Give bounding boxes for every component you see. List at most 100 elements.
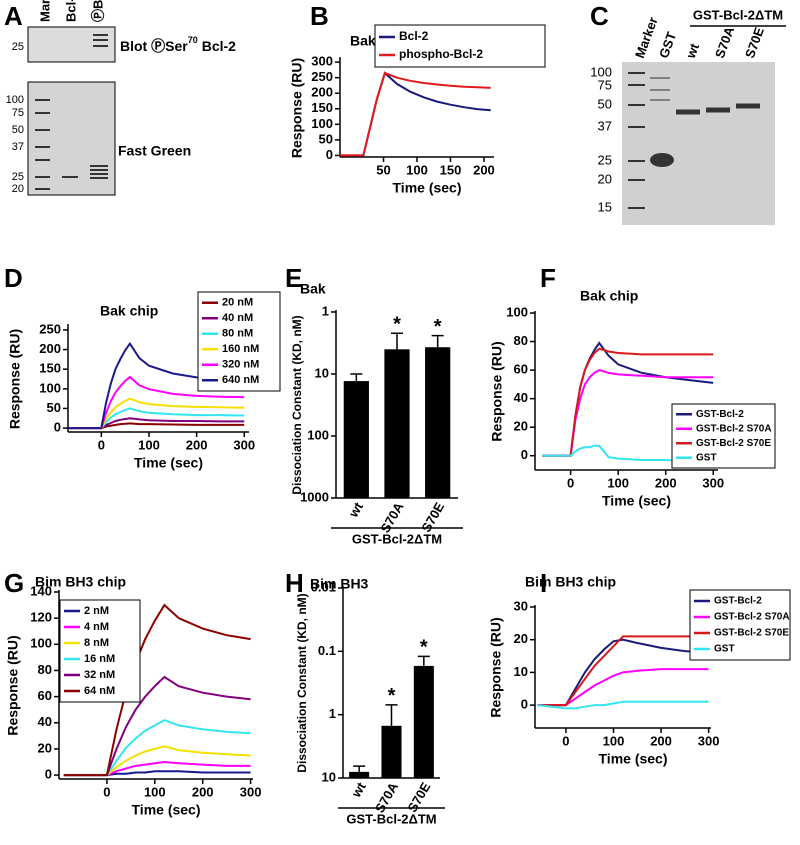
bar — [343, 381, 369, 498]
y-tick-label: 140 — [30, 583, 52, 598]
y-tick-label: 80 — [514, 333, 528, 348]
marker-label: 25 — [12, 171, 24, 183]
blot-label-tail: Bcl-2 — [202, 38, 236, 54]
panel-letter: B — [310, 1, 329, 31]
x-tick-label: 300 — [240, 784, 262, 799]
y-axis-label: Dissociation Constant (KD, nM) — [295, 593, 309, 772]
legend-label: 16 nM — [84, 653, 115, 665]
legend-box — [197, 291, 281, 392]
y-tick-label: 1 — [322, 303, 329, 318]
y-tick-label: 0 — [54, 420, 61, 435]
significance-mark: * — [393, 314, 401, 336]
lane-label: S70E — [742, 25, 767, 60]
legend-label: GST-Bcl-2 S70E — [696, 438, 771, 449]
bands — [35, 34, 108, 190]
legend-label: GST — [696, 452, 717, 463]
x-axis-label: GST-Bcl-2ΔTM — [352, 531, 442, 546]
x-tick-label: 0 — [103, 784, 110, 799]
series-line — [63, 603, 251, 777]
series-line — [63, 675, 251, 777]
series-line — [537, 635, 709, 707]
lane-label: Bcl-2 — [63, 0, 78, 22]
y-tick-label: 60 — [514, 362, 528, 377]
series-line — [63, 719, 251, 777]
legend-label: 2 nM — [84, 605, 109, 617]
y-tick-label: 100 — [506, 304, 528, 319]
marker-label: 75 — [598, 77, 612, 92]
panel-line: G Bim BH3 chip Response (RU) 0 20 40 60 80 100 12… — [4, 568, 261, 818]
series-line — [68, 397, 245, 430]
y-tick-label: 40 — [514, 390, 528, 405]
x-axis-label: Time (sec) — [132, 802, 201, 818]
y-tick-label: 60 — [38, 688, 52, 703]
x-tick-label: 200 — [473, 162, 495, 177]
legend-box — [59, 599, 141, 703]
legend-label: GST-Bcl-2 S70E — [714, 628, 789, 639]
x-tick-label: 100 — [138, 437, 160, 452]
y-tick-label: 0 — [521, 447, 528, 462]
y-tick-label: 10 — [322, 769, 336, 784]
panel-letter: D — [4, 263, 23, 293]
blot-label: Blot ⓅSer70 Bcl-2 — [120, 35, 236, 53]
marker-label: 20 — [598, 171, 612, 186]
error-bar — [350, 373, 363, 382]
panel-letter: E — [285, 263, 302, 293]
y-tick-label: 20 — [514, 419, 528, 434]
marker-label: 25 — [598, 152, 612, 167]
group-label: GST-Bcl-2ΔTM — [693, 7, 783, 22]
y-tick-label: 80 — [38, 662, 52, 677]
y-axis-label: Response (RU) — [289, 58, 305, 158]
legend-label: GST-Bcl-2 S70A — [696, 423, 772, 434]
y-axis-label: Response (RU) — [488, 617, 504, 717]
lane-label: S70A — [712, 24, 737, 60]
y-tick-label: 20 — [38, 740, 52, 755]
chart-title: Bak chip — [100, 303, 158, 319]
legend-label: 80 nM — [222, 328, 253, 340]
significance-mark: * — [420, 637, 428, 659]
series-line — [68, 341, 245, 430]
chart-title: Bim BH3 — [310, 576, 369, 592]
marker-label: 50 — [12, 124, 24, 136]
series-line — [68, 375, 245, 430]
panel-letter: F — [540, 263, 556, 293]
error-bar — [353, 765, 366, 772]
y-tick-label: 0 — [326, 147, 333, 162]
marker-label: 50 — [598, 96, 612, 111]
gel-a: A Marker Bcl-2 ⓅBcl-2 25 100 75 50 37 25… — [4, 0, 236, 196]
y-tick-label: 50 — [47, 400, 61, 415]
lane-label: Marker — [37, 0, 52, 22]
series-line — [63, 770, 251, 777]
lane-label: wt — [683, 41, 703, 61]
chart-title: Bak chip — [580, 288, 638, 304]
marker-label: 37 — [598, 118, 612, 133]
marker-label: 15 — [598, 199, 612, 214]
legend-label: GST — [714, 644, 735, 655]
x-axis-label: Time (sec) — [599, 751, 668, 767]
chart-title: Bim BH3 chip — [525, 574, 616, 590]
significance-mark: * — [388, 685, 396, 707]
legend-label: 32 nM — [84, 669, 115, 681]
series-line — [68, 422, 245, 430]
y-tick-label: 150 — [311, 100, 333, 115]
gel-c: C 100 75 50 37 25 20 15 GST-Bcl-2ΔTM Mar… — [590, 1, 786, 225]
x-tick-label: 0 — [98, 437, 105, 452]
x-tick-label: 300 — [698, 733, 720, 748]
bar — [384, 349, 410, 498]
x-tick-label: S70E — [405, 779, 434, 814]
y-tick-label: 50 — [319, 131, 333, 146]
y-axis-label: Dissociation Constant (KD, nM) — [290, 315, 304, 494]
stain-label: Fast Green — [118, 143, 191, 159]
bar — [381, 725, 402, 778]
legend-label: GST-Bcl-2 — [696, 409, 744, 420]
y-axis-label: Response (RU) — [5, 635, 21, 735]
blot-label-text: Blot ⓅSer — [120, 38, 188, 54]
y-tick-label: 200 — [311, 85, 333, 100]
x-tick-label: 150 — [440, 162, 462, 177]
series-line — [68, 417, 245, 430]
chart-title: Bim BH3 chip — [35, 574, 126, 590]
y-tick-label: 300 — [311, 54, 333, 69]
